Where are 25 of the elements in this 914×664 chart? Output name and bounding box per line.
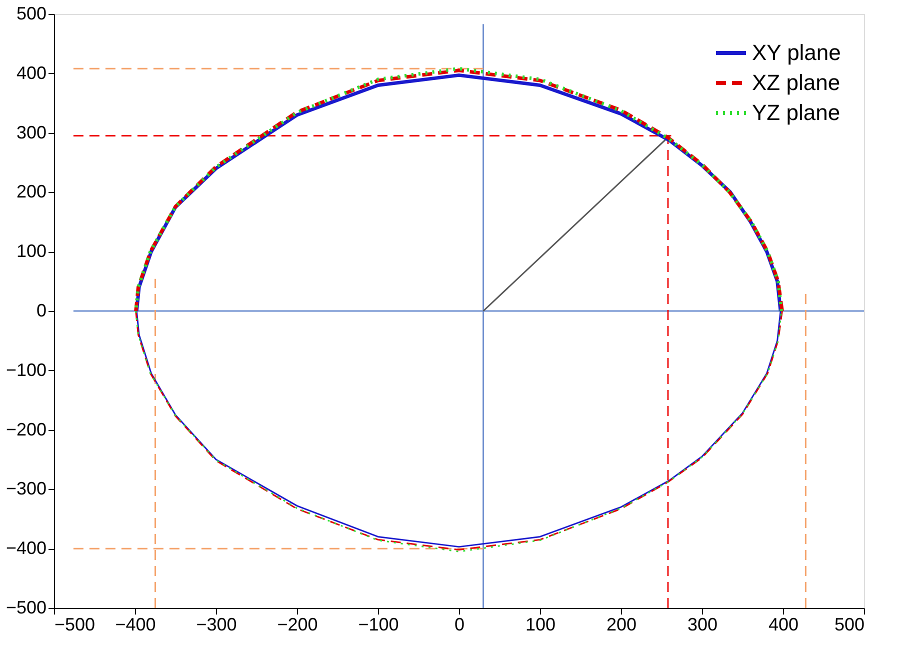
x-tick-label: 100	[525, 614, 556, 634]
x-tick-label: 300	[687, 614, 718, 634]
legend-label: XZ plane	[752, 70, 840, 95]
x-tick-label: −400	[115, 614, 156, 634]
y-tick-label: 400	[16, 62, 46, 83]
x-tick-label: −300	[196, 614, 237, 634]
y-tick-label: −500	[6, 598, 46, 618]
y-tick-label: 500	[16, 4, 46, 24]
legend-label: YZ plane	[752, 100, 840, 125]
x-tick-label: −500	[54, 614, 96, 634]
y-tick-label: −200	[6, 419, 46, 440]
legend-label: XY plane	[752, 40, 841, 65]
y-tick-label: 300	[16, 122, 46, 142]
y-tick-label: 0	[36, 300, 46, 320]
x-tick-label: 200	[606, 614, 637, 634]
y-tick-label: −300	[6, 478, 46, 499]
x-tick-label: 0	[454, 614, 465, 634]
x-tick-label: −100	[358, 614, 399, 634]
y-tick-label: −400	[6, 538, 46, 558]
x-tick-label: 400	[768, 614, 799, 634]
x-tick-label: −200	[277, 614, 318, 634]
y-tick-label: 100	[16, 241, 46, 262]
x-tick-label: 500	[834, 614, 864, 634]
y-tick-label: −100	[6, 360, 46, 380]
y-tick-label: 200	[16, 182, 46, 202]
